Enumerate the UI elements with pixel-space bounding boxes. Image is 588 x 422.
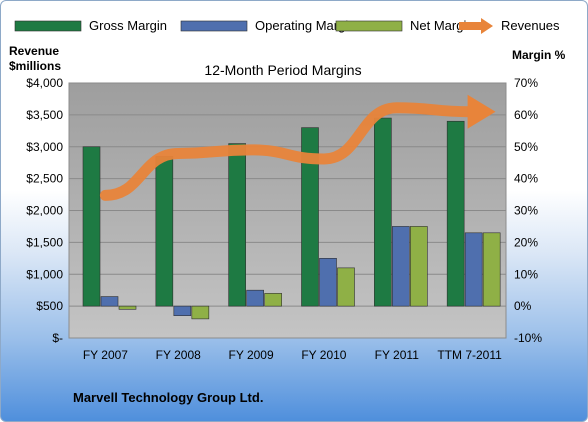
left-tick-label: $500 [36, 299, 63, 313]
bar-series [82, 117, 501, 320]
x-tick-label: FY 2009 [229, 348, 274, 362]
right-tick-label: 0% [514, 299, 532, 313]
bar-operating-margin [246, 289, 264, 307]
bar-net-margin [410, 226, 428, 307]
left-tick-label: $3,000 [26, 140, 63, 154]
right-tick-label: 70% [514, 76, 538, 90]
left-tick-label: $4,000 [26, 76, 63, 90]
revenue-line [99, 102, 476, 201]
legend-label: Gross Margin [89, 18, 167, 33]
x-tick-label: FY 2008 [156, 348, 201, 362]
bar-net-margin [191, 305, 210, 320]
right-tick-label: 30% [514, 204, 538, 218]
bar-gross-margin [155, 156, 174, 307]
bar-gross-margin [82, 146, 101, 307]
bar-operating-margin [319, 258, 337, 307]
right-tick-label: 10% [514, 267, 538, 281]
bar-net-margin [482, 232, 501, 307]
legend-swatch [180, 20, 248, 32]
legend-arrowhead [481, 18, 493, 34]
right-tick-label: 50% [514, 140, 538, 154]
right-tick-label: 20% [514, 235, 538, 249]
bar-net-margin [337, 267, 355, 307]
legend-label: Revenues [501, 18, 560, 33]
right-tick-label: 40% [514, 172, 538, 186]
right-tick-label: 60% [514, 108, 538, 122]
bar-operating-margin [100, 296, 119, 307]
x-tick-label: FY 2007 [83, 348, 128, 362]
bar-operating-margin [464, 232, 483, 307]
left-tick-label: $2,000 [26, 204, 63, 218]
chart-title: 12-Month Period Margins [204, 62, 361, 78]
left-tick-label: $2,500 [26, 172, 63, 186]
bar-gross-margin [374, 117, 392, 307]
right-tick-label: -10% [514, 331, 542, 345]
right-axis-label: Margin % [512, 48, 566, 62]
left-tick-label: $1,000 [26, 267, 63, 281]
left-axis-label-line2: $millions [9, 59, 61, 73]
x-tick-label: FY 2010 [301, 348, 346, 362]
revenue-line-series [99, 94, 496, 201]
footer-company-name: Marvell Technology Group Ltd. [73, 390, 263, 405]
legend-label: Net Margin [410, 18, 474, 33]
revenue-arrowhead [467, 94, 496, 129]
axes: $- $500 $1,000 $1,500 $2,000 $2,500 $3,000 $3,5… [26, 76, 542, 362]
legend: Gross Margin Operating Margin Net Margin Re… [14, 18, 560, 34]
left-tick-label: $3,500 [26, 108, 63, 122]
legend-label: Operating Margin [255, 18, 355, 33]
left-tick-label: $- [52, 331, 63, 345]
bar-gross-margin [228, 143, 246, 307]
bar-gross-margin [301, 127, 319, 307]
bar-net-margin [264, 293, 282, 307]
x-tick-label: TTM 7-2011 [437, 348, 502, 362]
left-tick-label: $1,500 [26, 235, 63, 249]
bar-gross-margin [446, 120, 465, 307]
left-axis-label-line1: Revenue [9, 44, 59, 58]
legend-swatch [14, 20, 82, 32]
legend-swatch [335, 20, 403, 32]
bar-operating-margin [392, 226, 410, 307]
bar-operating-margin [173, 305, 192, 316]
bar-net-margin [118, 305, 137, 310]
x-tick-label: FY 2011 [375, 348, 420, 362]
